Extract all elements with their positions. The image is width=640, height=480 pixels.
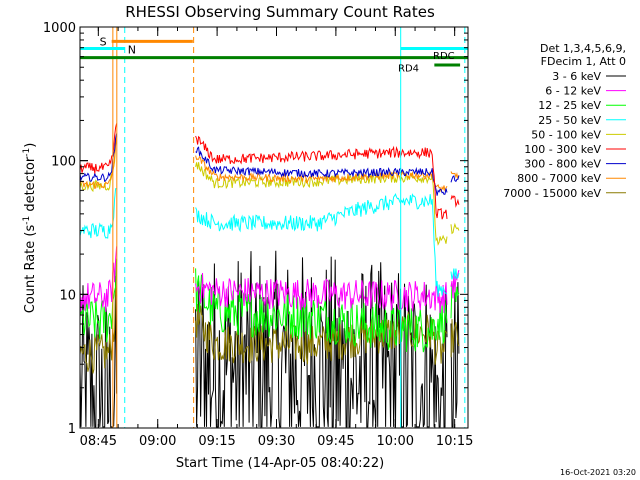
x-tick-label: 09:45 <box>317 434 354 449</box>
x-tick-label: 10:15 <box>436 434 473 449</box>
legend-label: 12 - 25 keV <box>538 99 601 112</box>
series-line-0-seg-1 <box>195 250 448 428</box>
y-axis-label-sup: -1 <box>22 216 32 225</box>
series-line-4-seg-2 <box>450 222 460 235</box>
series-line-8-seg-2 <box>450 319 460 358</box>
series-line-7-seg-0 <box>79 136 118 190</box>
legend-label: 300 - 800 keV <box>524 158 601 171</box>
series-line-5-seg-2 <box>450 194 460 208</box>
x-tick-label: 09:15 <box>198 434 235 449</box>
series-line-1-seg-1 <box>195 272 448 314</box>
y-axis-label-part: Count Rate (s <box>23 225 38 314</box>
state-markers: S N RD4 RDC <box>80 35 468 75</box>
state-label: N <box>128 44 136 57</box>
y-axis-label-part: detector <box>23 156 38 216</box>
series-line-3-seg-0 <box>79 188 117 239</box>
x-tick-label: 09:00 <box>139 434 176 449</box>
series-line-3-seg-1 <box>195 193 448 297</box>
axes: 1 10 100 1000 08:45 09:00 09:15 09:30 09:45 10:00… <box>43 21 473 449</box>
series-line-2-seg-1 <box>195 268 448 353</box>
legend-label: 3 - 6 keV <box>552 70 601 83</box>
series-line-3-seg-2 <box>450 268 460 280</box>
series-line-5-seg-1 <box>195 135 448 220</box>
legend-label: 6 - 12 keV <box>545 85 601 98</box>
series-line-1-seg-2 <box>450 269 460 299</box>
generation-timestamp: 16-Oct-2021 03:20 <box>560 468 636 477</box>
y-tick-label: 1000 <box>43 21 76 36</box>
state-label: S <box>100 35 107 48</box>
x-tick-label: 09:30 <box>258 434 295 449</box>
y-axis-label: Count Rate (s-1 detector-1) <box>22 143 38 314</box>
x-tick-label: 08:45 <box>80 434 117 449</box>
y-tick-label: 10 <box>59 288 76 303</box>
state-label: RD4 <box>398 64 419 75</box>
y-axis-label-sup: -1 <box>22 148 32 157</box>
legend-label: 50 - 100 keV <box>531 128 601 141</box>
x-tick-label: 10:00 <box>377 434 414 449</box>
legend-header-line: Det 1,3,4,5,6,9, <box>540 42 626 55</box>
series-layer <box>79 123 460 428</box>
x-axis-label: Start Time (14-Apr-05 08:40:22) <box>176 456 384 471</box>
series-line-7-seg-2 <box>450 171 460 180</box>
series-line-4-seg-1 <box>195 162 448 246</box>
series-line-5-seg-0 <box>79 123 118 174</box>
legend-label: 25 - 50 keV <box>538 114 601 127</box>
series-line-0-seg-2 <box>450 282 460 428</box>
series-line-7-seg-1 <box>195 155 448 192</box>
legend-label: 100 - 300 keV <box>524 143 601 156</box>
legend: Det 1,3,4,5,6,9,FDecim 1, Att 0 3 - 6 keV… <box>503 42 626 200</box>
series-line-0-seg-0 <box>79 275 118 428</box>
y-tick-label: 1 <box>68 422 76 437</box>
state-label: RDC <box>433 51 455 62</box>
chart-title: RHESSI Observing Summary Count Rates <box>125 3 435 21</box>
legend-label: 800 - 7000 keV <box>517 172 601 185</box>
plot-frame <box>79 26 469 429</box>
series-line-1-seg-0 <box>79 246 118 312</box>
legend-label: 7000 - 15000 keV <box>503 187 601 200</box>
series-line-6-seg-0 <box>79 133 118 183</box>
series-line-8-seg-0 <box>79 285 118 374</box>
series-line-6-seg-1 <box>195 146 448 196</box>
legend-header-line: FDecim 1, Att 0 <box>541 55 626 68</box>
series-line-2-seg-0 <box>79 258 118 343</box>
y-tick-label: 100 <box>51 155 76 170</box>
y-axis-label-part: ) <box>23 143 38 148</box>
series-line-6-seg-2 <box>450 175 460 183</box>
vertical-markers <box>112 27 466 428</box>
